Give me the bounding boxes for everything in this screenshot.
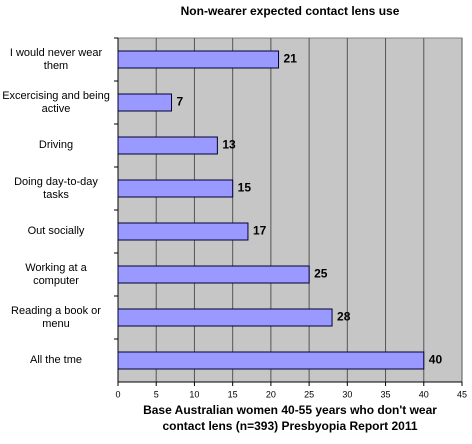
data-label: 15	[238, 181, 252, 195]
data-label: 28	[337, 310, 351, 324]
data-label: 17	[253, 224, 267, 238]
data-label: 13	[222, 138, 236, 152]
y-tick-label: Reading a book or menu	[11, 304, 101, 330]
bar	[117, 179, 234, 198]
x-axis-label: Base Australian women 40-55 years who do…	[143, 403, 437, 433]
bar	[117, 265, 310, 284]
bar	[117, 308, 333, 327]
x-tick-label: 25	[304, 389, 314, 399]
y-tick-label: Doing day-to-day tasks	[14, 175, 98, 201]
data-label: 21	[284, 52, 298, 66]
chart-title: Non-wearer expected contact lens use	[181, 4, 400, 18]
data-label: 7	[177, 95, 184, 109]
x-tick-label: 45	[457, 389, 467, 399]
x-tick-label: 40	[419, 389, 429, 399]
bar	[117, 50, 280, 69]
x-tick-label: 15	[228, 389, 238, 399]
bar	[117, 93, 173, 112]
y-tick-label: All the tme	[30, 354, 82, 366]
x-tick-label: 0	[115, 389, 120, 399]
y-tick-label: Out socially	[27, 225, 85, 237]
y-tick-label: Working at a computer	[25, 261, 87, 287]
data-label: 40	[429, 353, 443, 367]
x-tick-label: 10	[189, 389, 199, 399]
bar	[117, 136, 218, 155]
bar	[117, 222, 249, 241]
y-tick-label: Driving	[38, 139, 74, 151]
x-tick-label: 20	[266, 389, 276, 399]
x-tick-label: 5	[154, 389, 159, 399]
data-label: 25	[314, 267, 328, 281]
x-tick-label: 30	[342, 389, 352, 399]
y-tick-label: I would never wear them	[9, 46, 103, 72]
plot-area	[117, 37, 463, 383]
y-tick-label: Excercising and being active	[2, 89, 110, 115]
x-tick-label: 35	[381, 389, 391, 399]
bar	[117, 351, 425, 370]
